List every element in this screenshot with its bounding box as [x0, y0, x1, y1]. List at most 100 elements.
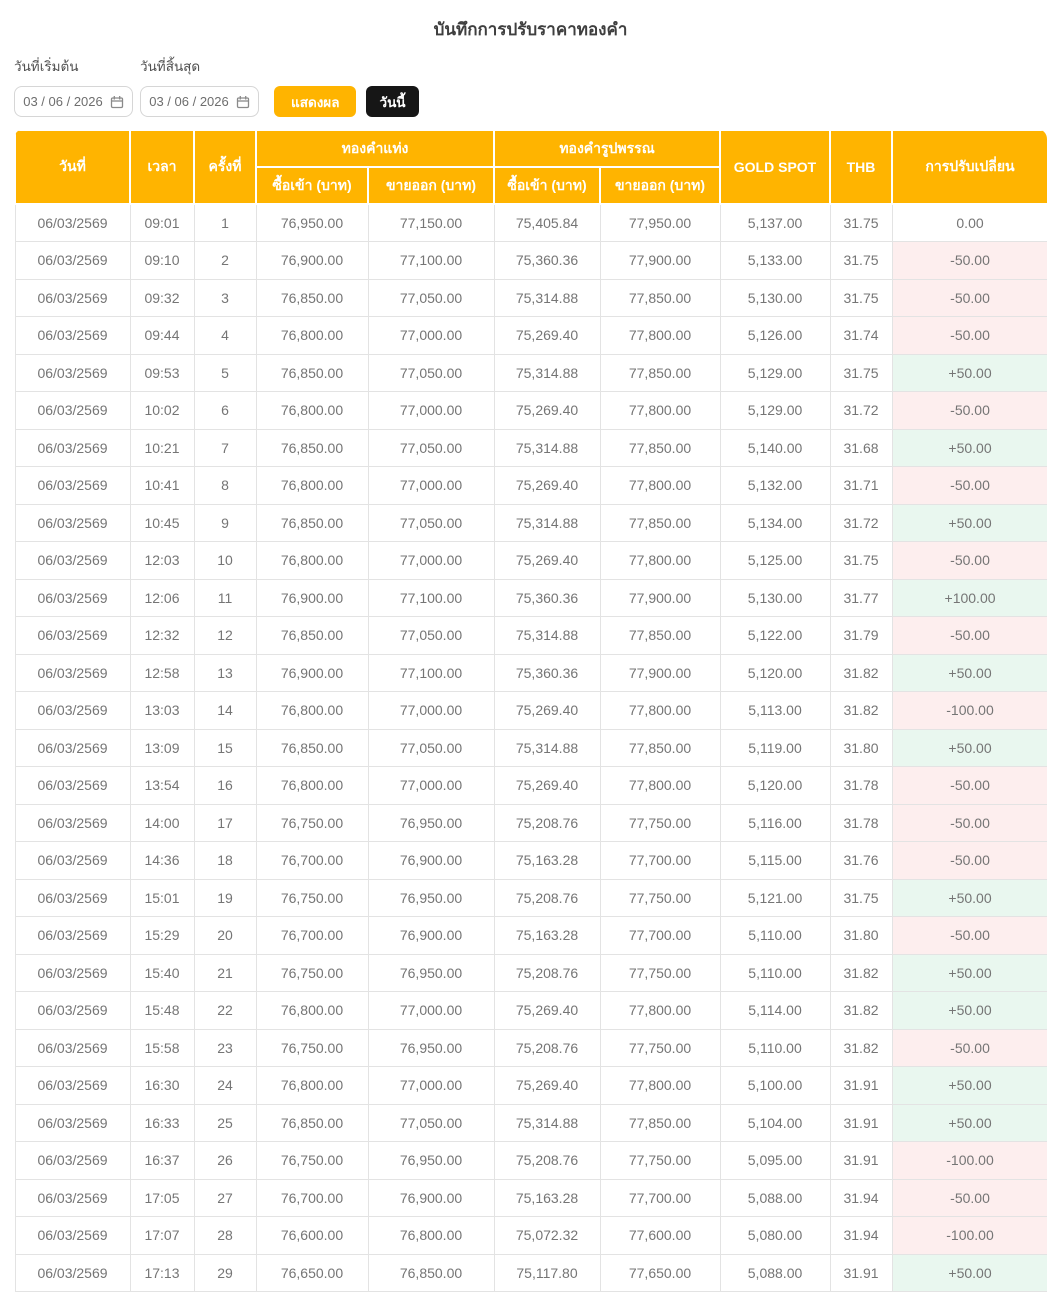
cell-time: 14:36 [129, 841, 195, 880]
gold-price-table: วันที่ เวลา ครั้งที่ ทองคำแท่ง ทองคำรูปพ… [14, 129, 1047, 1292]
cell-date: 06/03/2569 [14, 728, 131, 767]
cell-bar-buy: 76,800.00 [255, 391, 369, 430]
cell-adjustment: -50.00 [891, 1028, 1047, 1067]
cell-date: 06/03/2569 [14, 991, 131, 1030]
cell-thb: 31.75 [829, 541, 893, 580]
cell-round: 15 [193, 728, 257, 767]
cell-round: 21 [193, 953, 257, 992]
cell-round: 23 [193, 1028, 257, 1067]
cell-date: 06/03/2569 [14, 203, 131, 242]
calendar-icon[interactable] [236, 95, 250, 109]
cell-round: 6 [193, 391, 257, 430]
cell-round: 26 [193, 1141, 257, 1180]
calendar-icon[interactable] [110, 95, 124, 109]
end-date-input[interactable]: 03 / 06 / 2026 [140, 86, 259, 117]
table-row: 06/03/2569 09:44 4 76,800.00 77,000.00 75,269… [14, 316, 1047, 355]
cell-date: 06/03/2569 [14, 391, 131, 430]
cell-date: 06/03/2569 [14, 1253, 131, 1292]
cell-time: 14:00 [129, 803, 195, 842]
cell-date: 06/03/2569 [14, 466, 131, 505]
price-table-body: 06/03/2569 09:01 1 76,950.00 77,150.00 75,405… [14, 203, 1047, 1292]
cell-thb: 31.91 [829, 1103, 893, 1142]
cell-round: 8 [193, 466, 257, 505]
table-row: 06/03/2569 09:32 3 76,850.00 77,050.00 75,314… [14, 278, 1047, 317]
cell-bar-sell: 76,900.00 [367, 916, 495, 955]
cell-adjustment: +50.00 [891, 428, 1047, 467]
table-row: 06/03/2569 10:02 6 76,800.00 77,000.00 75,269… [14, 391, 1047, 430]
table-row: 06/03/2569 10:41 8 76,800.00 77,000.00 75,269… [14, 466, 1047, 505]
cell-time: 17:13 [129, 1253, 195, 1292]
cell-round: 17 [193, 803, 257, 842]
cell-adjustment: +50.00 [891, 878, 1047, 917]
cell-ornament-sell: 77,800.00 [599, 691, 721, 730]
cell-bar-sell: 77,100.00 [367, 241, 495, 280]
cell-adjustment: +50.00 [891, 991, 1047, 1030]
cell-ornament-buy: 75,314.88 [493, 278, 601, 317]
cell-bar-buy: 76,800.00 [255, 691, 369, 730]
cell-time: 09:32 [129, 278, 195, 317]
cell-bar-buy: 76,900.00 [255, 241, 369, 280]
cell-ornament-sell: 77,850.00 [599, 428, 721, 467]
cell-gold-spot: 5,119.00 [719, 728, 831, 767]
cell-adjustment: -50.00 [891, 616, 1047, 655]
cell-thb: 31.91 [829, 1066, 893, 1105]
header-time: เวลา [129, 129, 195, 205]
cell-bar-buy: 76,850.00 [255, 616, 369, 655]
table-row: 06/03/2569 15:58 23 76,750.00 76,950.00 75,20… [14, 1028, 1047, 1067]
cell-date: 06/03/2569 [14, 803, 131, 842]
cell-bar-sell: 77,000.00 [367, 691, 495, 730]
cell-gold-spot: 5,110.00 [719, 1028, 831, 1067]
cell-time: 15:01 [129, 878, 195, 917]
cell-time: 12:32 [129, 616, 195, 655]
cell-bar-buy: 76,800.00 [255, 766, 369, 805]
cell-date: 06/03/2569 [14, 541, 131, 580]
header-gold-bar-group: ทองคำแท่ง [254, 129, 496, 168]
cell-bar-sell: 77,000.00 [367, 991, 495, 1030]
cell-ornament-sell: 77,850.00 [599, 728, 721, 767]
cell-thb: 31.72 [829, 503, 893, 542]
table-row: 06/03/2569 09:01 1 76,950.00 77,150.00 75,405… [14, 203, 1047, 242]
cell-bar-sell: 77,000.00 [367, 316, 495, 355]
end-date-label: วันที่สิ้นสุด [140, 59, 201, 74]
cell-date: 06/03/2569 [14, 766, 131, 805]
cell-gold-spot: 5,116.00 [719, 803, 831, 842]
cell-date: 06/03/2569 [14, 241, 131, 280]
cell-round: 22 [193, 991, 257, 1030]
cell-ornament-sell: 77,800.00 [599, 541, 721, 580]
cell-ornament-buy: 75,360.36 [493, 653, 601, 692]
cell-round: 11 [193, 578, 257, 617]
page-title: บันทึกการปรับราคาทองคำ [433, 20, 628, 39]
cell-ornament-buy: 75,269.40 [493, 466, 601, 505]
cell-ornament-sell: 77,750.00 [599, 1028, 721, 1067]
cell-adjustment: +50.00 [891, 1253, 1047, 1292]
cell-bar-sell: 77,050.00 [367, 353, 495, 392]
start-date-input[interactable]: 03 / 06 / 2026 [14, 86, 133, 117]
cell-ornament-buy: 75,314.88 [493, 728, 601, 767]
cell-adjustment: +50.00 [891, 728, 1047, 767]
start-date-value: 03 / 06 / 2026 [23, 94, 103, 109]
cell-bar-buy: 76,850.00 [255, 503, 369, 542]
cell-ornament-sell: 77,850.00 [599, 1103, 721, 1142]
cell-time: 17:05 [129, 1178, 195, 1217]
cell-bar-buy: 76,850.00 [255, 278, 369, 317]
cell-bar-sell: 77,000.00 [367, 1066, 495, 1105]
cell-thb: 31.91 [829, 1141, 893, 1180]
cell-round: 7 [193, 428, 257, 467]
header-bar-sell: ขายออก (บาท) [366, 166, 496, 205]
cell-ornament-buy: 75,208.76 [493, 878, 601, 917]
cell-date: 06/03/2569 [14, 616, 131, 655]
header-date: วันที่ [14, 129, 131, 205]
cell-thb: 31.78 [829, 766, 893, 805]
cell-thb: 31.74 [829, 316, 893, 355]
cell-ornament-buy: 75,269.40 [493, 316, 601, 355]
show-results-button[interactable]: แสดงผล [274, 86, 357, 117]
today-button[interactable]: วันนี้ [366, 86, 419, 117]
cell-gold-spot: 5,088.00 [719, 1253, 831, 1292]
cell-ornament-sell: 77,800.00 [599, 316, 721, 355]
cell-adjustment: -50.00 [891, 803, 1047, 842]
cell-thb: 31.79 [829, 616, 893, 655]
header-thb: THB [829, 129, 894, 205]
cell-thb: 31.71 [829, 466, 893, 505]
cell-gold-spot: 5,137.00 [719, 203, 831, 242]
